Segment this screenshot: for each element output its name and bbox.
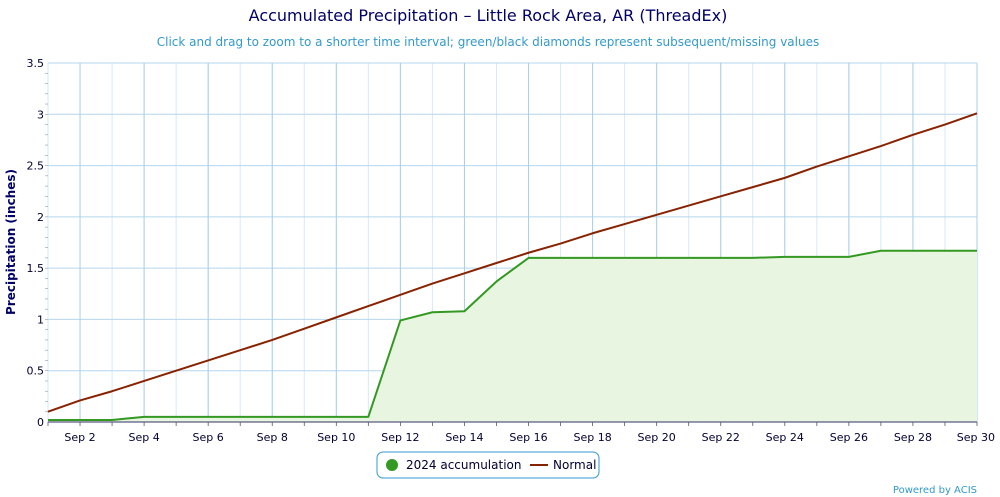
accumulation-line[interactable]: [48, 249, 977, 421]
x-tick-label: Sep 20: [638, 431, 676, 444]
y-tick-labels: 0 0.5 1 1.5 2 2.5 3 3.5: [27, 57, 45, 429]
x-tick-label: Sep 18: [573, 431, 611, 444]
y-tick-label: 1.5: [27, 262, 45, 275]
normal-line[interactable]: [47, 112, 978, 413]
series-lines[interactable]: [47, 112, 978, 421]
x-tick-label: Sep 6: [193, 431, 224, 444]
accumulation-fill: [48, 250, 977, 422]
x-tick-label: Sep 16: [509, 431, 547, 444]
x-tick-label: Sep 10: [317, 431, 355, 444]
legend-accumulation-marker: [386, 459, 398, 471]
x-tick-label: Sep 22: [702, 431, 740, 444]
x-tick-label: Sep 2: [64, 431, 95, 444]
x-tick-label: Sep 8: [257, 431, 288, 444]
legend-item-accumulation[interactable]: 2024 accumulation: [386, 458, 521, 472]
y-tick-label: 1: [37, 313, 44, 326]
x-tick-label: Sep 30: [957, 431, 995, 444]
y-tick-label: 0: [37, 416, 44, 429]
x-tick-label: Sep 4: [128, 431, 159, 444]
y-tick-label: 3: [37, 108, 44, 121]
x-tick-label: Sep 26: [830, 431, 868, 444]
y-tick-label: 0.5: [27, 365, 45, 378]
accumulation-area: [48, 250, 977, 422]
x-tick-label: Sep 12: [381, 431, 419, 444]
y-tick-label: 2.5: [27, 160, 45, 173]
x-tick-label: Sep 24: [766, 431, 804, 444]
legend[interactable]: 2024 accumulation Normal: [376, 451, 600, 479]
y-tick-label: 3.5: [27, 57, 45, 70]
x-tick-label: Sep 28: [894, 431, 932, 444]
legend-normal-label: Normal: [553, 458, 596, 472]
chart-title: Accumulated Precipitation – Little Rock …: [249, 6, 728, 25]
chart-subtitle: Click and drag to zoom to a shorter time…: [157, 35, 819, 49]
legend-box: [376, 451, 600, 479]
y-tick-label: 2: [37, 211, 44, 224]
x-tick-labels: Sep 2 Sep 4 Sep 6 Sep 8 Sep 10 Sep 12 Sep 14 Se…: [47, 422, 995, 444]
legend-accumulation-label: 2024 accumulation: [406, 458, 521, 472]
x-tick-label: Sep 14: [445, 431, 483, 444]
y-axis-label: Precipitation (inches): [4, 169, 18, 315]
credit-text[interactable]: Powered by ACIS: [893, 485, 977, 496]
legend-item-normal[interactable]: Normal: [530, 458, 596, 472]
